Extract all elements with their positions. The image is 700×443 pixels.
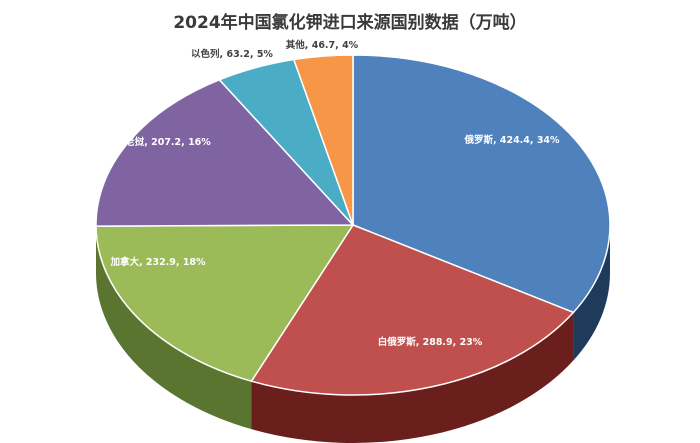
pie-side-2 [96, 226, 252, 430]
pie-slice-5 [292, 54, 354, 226]
data-label-5: 其他, 46.7, 4% [286, 39, 359, 51]
pie-labels: 俄罗斯, 424.4, 34% 白俄罗斯, 288.9, 23% 加拿大, 232.… [109, 39, 560, 348]
pie-slice-2 [95, 224, 355, 383]
pie-side-1 [251, 312, 574, 443]
data-label-3: 老挝, 207.2, 16% [124, 136, 211, 148]
pie-slices [95, 54, 611, 396]
data-label-4: 以色列, 63.2, 5% [191, 48, 273, 60]
data-label-1: 白俄罗斯, 288.9, 23% [378, 336, 483, 348]
pie-slice-0 [352, 54, 611, 314]
chart-title: 2024年中国氯化钾进口来源国别数据（万吨） [173, 13, 527, 33]
data-label-0: 俄罗斯, 424.4, 34% [463, 134, 560, 146]
pie-slice-1 [250, 224, 575, 396]
data-label-2: 加拿大, 232.9, 18% [109, 256, 206, 268]
pie-side-0 [573, 225, 610, 361]
pie-slice-3 [95, 78, 355, 227]
